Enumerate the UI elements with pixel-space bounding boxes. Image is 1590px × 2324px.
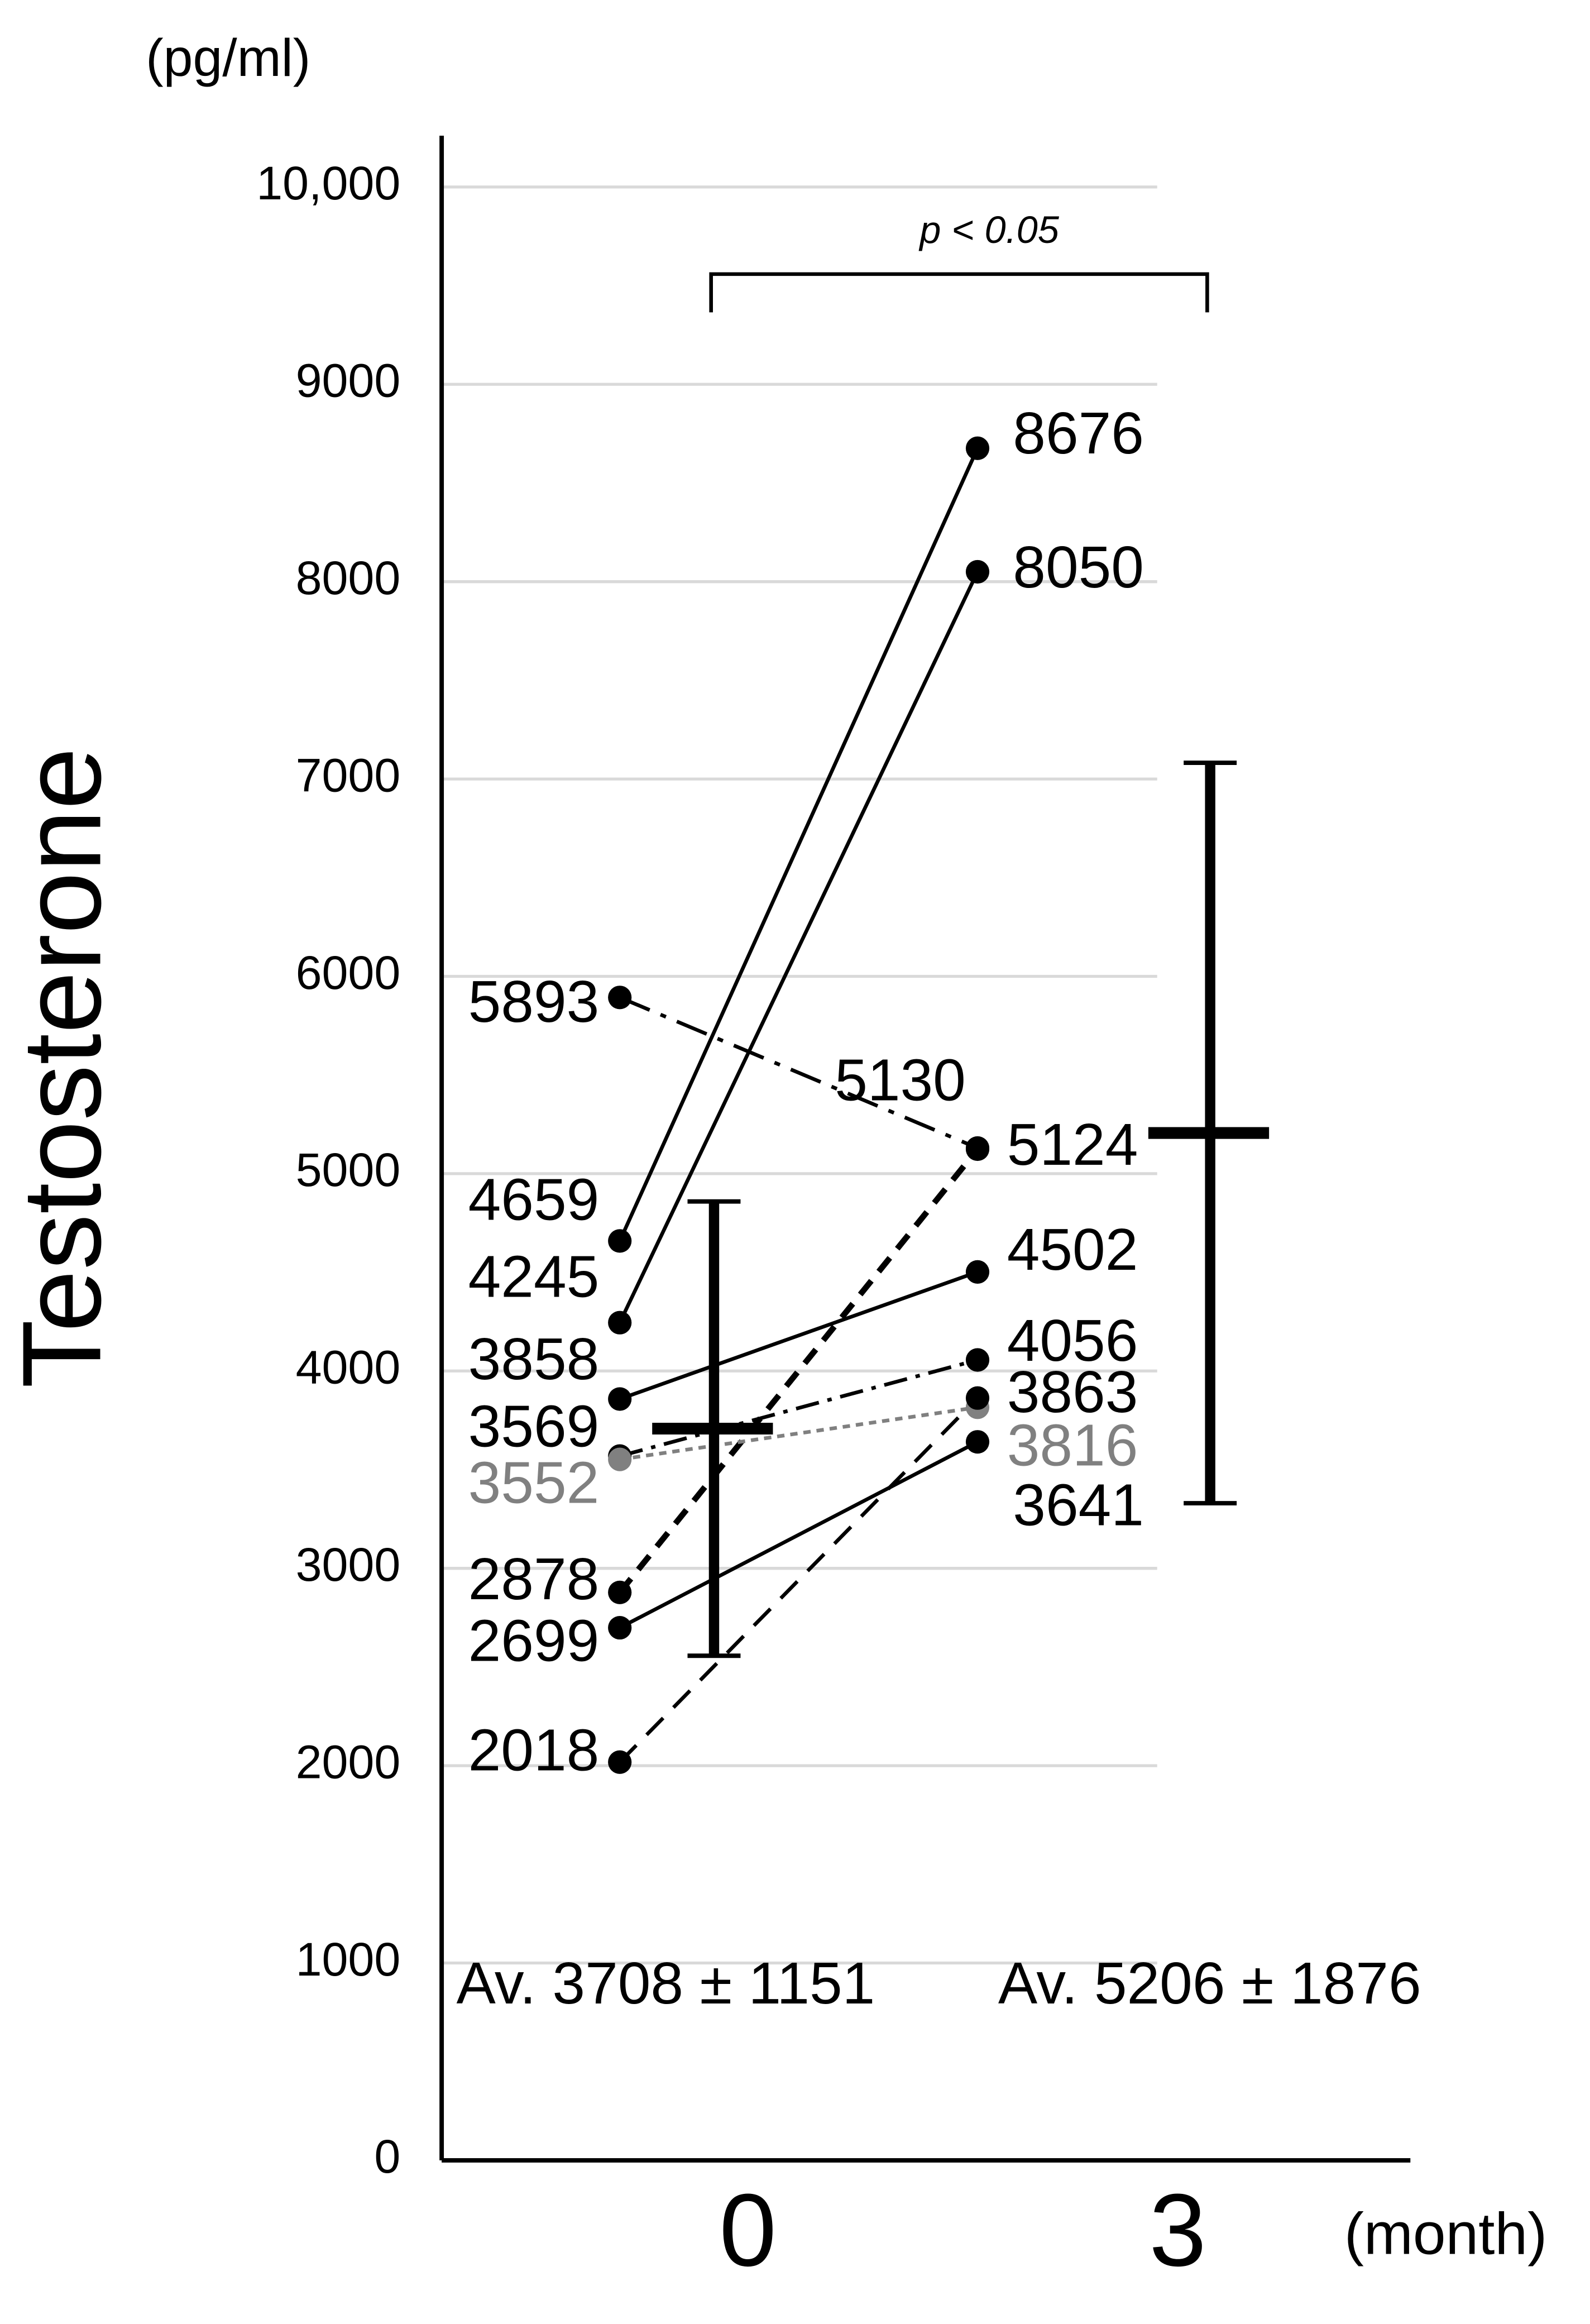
- data-label: 5893: [468, 969, 600, 1035]
- data-point: [608, 1447, 632, 1471]
- series-line: [618, 447, 979, 1242]
- summary-label: Av. 5206 ± 1876: [998, 1951, 1421, 2016]
- data-point: [965, 1137, 990, 1161]
- series-line: [619, 996, 979, 1150]
- y-tick-label: 5000: [296, 1144, 401, 1196]
- data-point: [965, 1348, 990, 1372]
- data-label: 8050: [1013, 535, 1144, 600]
- series-line: [619, 1270, 979, 1401]
- data-point: [608, 1615, 632, 1640]
- data-point: [608, 986, 632, 1010]
- y-tick-label: 0: [374, 2130, 400, 2183]
- data-label: 4659: [468, 1167, 600, 1232]
- y-tick-label: 3000: [296, 1538, 401, 1591]
- data-label: 3569: [468, 1394, 600, 1460]
- data-label: 4502: [1007, 1217, 1138, 1283]
- data-point: [608, 1580, 632, 1604]
- summary-label: Av. 3708 ± 1151: [456, 1951, 875, 2016]
- data-point: [965, 436, 990, 460]
- series-line: [617, 1147, 980, 1595]
- y-unit: (pg/ml): [146, 28, 310, 88]
- data-point: [965, 560, 990, 584]
- series-line: [618, 571, 979, 1324]
- significance-bracket: [709, 272, 1209, 313]
- data-label: 8676: [1013, 401, 1144, 466]
- data-label: 2878: [468, 1547, 600, 1612]
- data-label: 4056: [1007, 1308, 1138, 1374]
- y-tick-label: 4000: [296, 1341, 401, 1394]
- data-label: 2018: [468, 1718, 600, 1783]
- data-label: 3863: [1007, 1360, 1138, 1425]
- data-point: [608, 1229, 632, 1253]
- series-line: [619, 1358, 978, 1458]
- y-tick-label: 2000: [296, 1735, 401, 1788]
- x-tick-label: 3: [1149, 2173, 1206, 2288]
- y-tick-label: 9000: [296, 355, 401, 407]
- data-label: 2699: [468, 1609, 600, 1674]
- y-tick-label: 10,000: [256, 157, 400, 209]
- y-tick-label: 1000: [296, 1933, 401, 1986]
- data-point: [608, 1311, 632, 1335]
- y-tick-label: 7000: [296, 749, 401, 801]
- data-label: 3816: [1007, 1413, 1138, 1479]
- data-label: 3552: [468, 1451, 600, 1516]
- data-point: [965, 1430, 990, 1454]
- series-line: [619, 1405, 978, 1461]
- data-point: [965, 1260, 990, 1284]
- series-line: [619, 1440, 979, 1629]
- y-tick-label: 6000: [296, 946, 401, 999]
- y-tick-label: 8000: [296, 552, 401, 604]
- annotation: p < 0.05: [918, 208, 1060, 251]
- data-label: 3858: [468, 1327, 600, 1392]
- data-label: 4245: [468, 1245, 600, 1310]
- y-axis-label: Testosterone: [0, 748, 124, 1388]
- data-label: 3641: [1013, 1472, 1144, 1538]
- data-label: 5124: [1007, 1112, 1138, 1178]
- data-point: [965, 1386, 990, 1410]
- series-line: [618, 1397, 979, 1764]
- data-point: [608, 1387, 632, 1411]
- data-point: [608, 1750, 632, 1774]
- x-tick-label: 0: [719, 2173, 777, 2288]
- x-unit: (month): [1344, 2202, 1547, 2267]
- data-label: 5130: [835, 1048, 966, 1113]
